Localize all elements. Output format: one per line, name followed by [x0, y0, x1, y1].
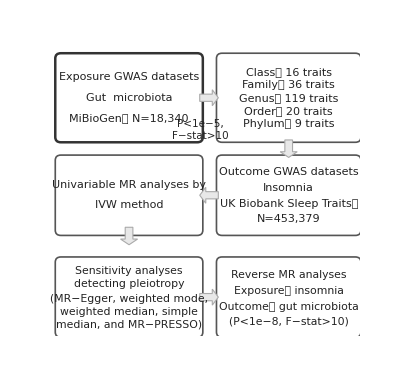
FancyBboxPatch shape — [55, 257, 203, 337]
Text: Reverse MR analyses: Reverse MR analyses — [231, 270, 346, 280]
Text: Exposure： insomnia: Exposure： insomnia — [234, 286, 344, 296]
Text: Outcome： gut microbiota: Outcome： gut microbiota — [219, 302, 358, 312]
Text: UK Biobank Sleep Traits：: UK Biobank Sleep Traits： — [220, 199, 358, 209]
Text: IVW method: IVW method — [95, 200, 163, 211]
Text: Genus： 119 traits: Genus： 119 traits — [239, 93, 338, 103]
Text: Outcome GWAS datasets: Outcome GWAS datasets — [219, 167, 358, 177]
Text: median, and MR−PRESSO): median, and MR−PRESSO) — [56, 320, 202, 330]
Polygon shape — [200, 90, 218, 106]
Polygon shape — [200, 289, 218, 305]
Polygon shape — [200, 187, 218, 203]
FancyBboxPatch shape — [216, 257, 361, 337]
Text: detecting pleiotropy: detecting pleiotropy — [74, 279, 184, 289]
Text: Insomnia: Insomnia — [263, 183, 314, 193]
Text: Class： 16 traits: Class： 16 traits — [246, 67, 332, 77]
FancyBboxPatch shape — [216, 155, 361, 235]
Text: (MR−Egger, weighted mode,: (MR−Egger, weighted mode, — [50, 294, 208, 304]
Polygon shape — [280, 140, 297, 157]
Text: Phylum： 9 traits: Phylum： 9 traits — [243, 119, 334, 129]
Text: Gut  microbiota: Gut microbiota — [86, 93, 172, 103]
Text: Family： 36 traits: Family： 36 traits — [242, 80, 335, 90]
Text: Order： 20 traits: Order： 20 traits — [244, 106, 333, 116]
Text: Univariable MR analyses by: Univariable MR analyses by — [52, 180, 206, 190]
Text: Exposure GWAS datasets: Exposure GWAS datasets — [59, 72, 199, 82]
Polygon shape — [120, 227, 138, 245]
FancyBboxPatch shape — [216, 53, 361, 142]
Text: (P<1e−8, F−stat>10): (P<1e−8, F−stat>10) — [229, 317, 349, 327]
FancyBboxPatch shape — [55, 53, 203, 142]
Text: P<1e−5,
F−stat>10: P<1e−5, F−stat>10 — [172, 119, 229, 141]
Text: MiBioGen： N=18,340: MiBioGen： N=18,340 — [69, 113, 189, 123]
FancyBboxPatch shape — [55, 155, 203, 235]
Text: weighted median, simple: weighted median, simple — [60, 307, 198, 317]
Text: Sensitivity analyses: Sensitivity analyses — [75, 266, 183, 276]
Text: N=453,379: N=453,379 — [257, 214, 320, 223]
